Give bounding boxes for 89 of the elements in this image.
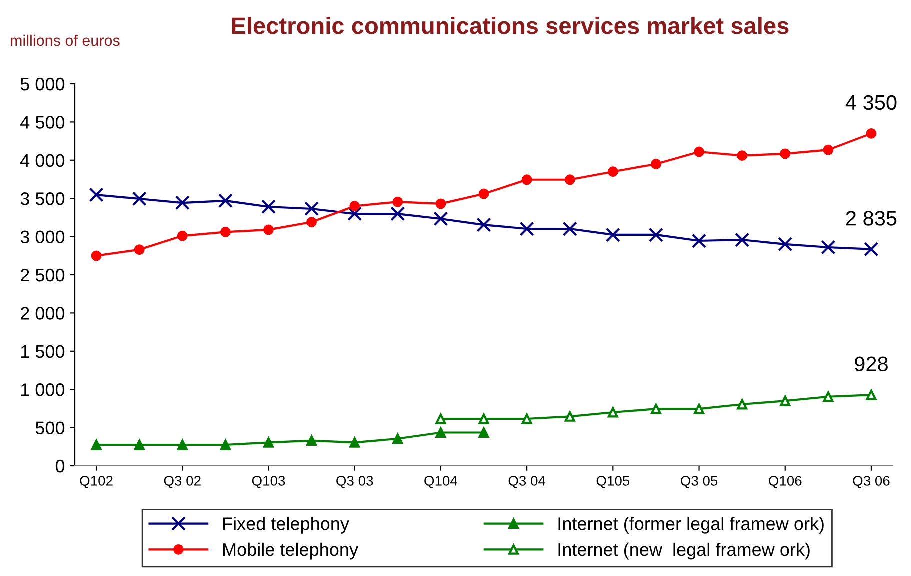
point: [436, 414, 446, 424]
point: [306, 217, 317, 228]
point: [564, 412, 576, 422]
point: [694, 146, 704, 158]
point: [692, 234, 707, 248]
point: [737, 150, 748, 162]
point: [390, 206, 406, 222]
point: [177, 230, 188, 242]
y-tick-label: 0: [56, 460, 65, 473]
point: [823, 392, 834, 402]
y-tick-label: 500: [36, 422, 65, 435]
point: [261, 200, 276, 214]
data-label: 4 350: [846, 95, 897, 110]
point: [134, 440, 145, 450]
point: [648, 228, 664, 242]
y-tick-label: 5 000: [20, 78, 65, 91]
y-tick-label: 3 500: [20, 192, 65, 206]
point: [89, 188, 104, 202]
legend-label: Mobile telephony: [223, 542, 358, 560]
point: [350, 437, 360, 448]
x-tick-label: Q3 04: [508, 476, 546, 488]
point: [264, 437, 274, 448]
point: [218, 194, 233, 208]
point: [350, 201, 360, 212]
point: [436, 428, 446, 438]
legend-label: Internet (former legal framew ork): [558, 517, 824, 534]
x-tick-label: Q3 03: [336, 476, 374, 488]
point: [392, 434, 404, 444]
data-label: 928: [855, 356, 888, 372]
point: [864, 242, 879, 257]
x-tick-label: Q103: [252, 476, 286, 488]
point: [91, 250, 102, 262]
point: [821, 240, 836, 255]
point: [175, 196, 190, 210]
point: [735, 232, 750, 248]
x-tick-label: Q105: [596, 476, 630, 488]
point: [434, 212, 448, 226]
y-tick-label: 2 000: [21, 307, 65, 320]
point: [177, 440, 188, 450]
x-tick-label: Q3 06: [853, 476, 890, 488]
point: [520, 222, 534, 236]
y-tick-label: 1 000: [21, 384, 65, 396]
point: [264, 224, 274, 236]
x-tick-label: Q102: [80, 476, 113, 488]
point: [606, 228, 620, 242]
legend-label: Fixed telephony: [223, 517, 350, 534]
x-tick-label: Q106: [769, 476, 802, 488]
point: [564, 174, 576, 186]
point: [522, 414, 532, 424]
point: [478, 428, 490, 438]
point: [478, 188, 490, 200]
point: [348, 206, 362, 222]
point: [392, 196, 404, 208]
y-tick-label: 4 000: [20, 154, 65, 168]
point: [823, 144, 834, 156]
point: [778, 237, 793, 252]
point: [132, 192, 147, 206]
point: [866, 128, 877, 139]
point: [134, 244, 145, 255]
point: [476, 218, 492, 232]
y-tick-label: 1 500: [21, 345, 65, 358]
point: [220, 440, 231, 450]
x-tick-label: Q3 05: [681, 476, 718, 488]
data-label: 2 835: [846, 211, 897, 226]
point: [91, 440, 102, 450]
point: [478, 414, 490, 424]
point: [780, 396, 791, 406]
y-tick-label: 2 500: [21, 268, 65, 282]
legend-label: Internet (new legal framew ork): [558, 542, 810, 560]
point: [694, 404, 704, 414]
point: [651, 159, 662, 170]
point: [220, 227, 231, 238]
point: [780, 148, 791, 160]
point: [651, 404, 662, 414]
point: [866, 390, 877, 400]
x-tick-label: Q104: [424, 476, 458, 488]
point: [737, 399, 748, 410]
point: [306, 436, 317, 446]
point: [436, 198, 446, 210]
point: [304, 202, 320, 216]
x-tick-label: Q3 02: [164, 476, 201, 488]
point: [562, 222, 578, 236]
chart-title: Electronic communications services market sales: [232, 16, 789, 34]
y-tick-label: 3 000: [20, 230, 65, 244]
point: [608, 407, 618, 418]
point: [608, 166, 618, 178]
point: [522, 174, 532, 186]
y-tick-label: 4 500: [20, 116, 65, 129]
y-axis-title: millions of euros: [11, 34, 120, 46]
